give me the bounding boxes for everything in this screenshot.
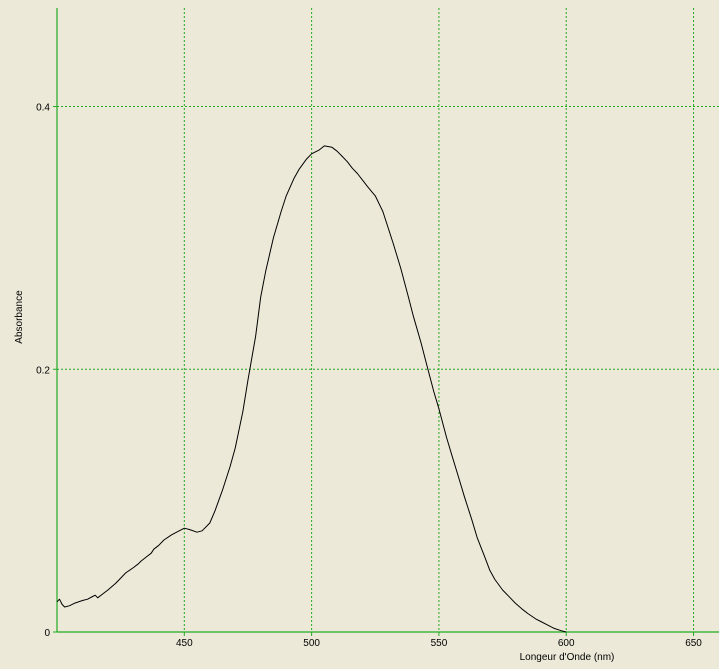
y-tick-label-0_2: 0.2 — [36, 365, 50, 376]
y-tick-label-0_4: 0.4 — [36, 103, 50, 114]
tick-labels: 450 500 550 600 650 0 0.2 0.4 — [36, 103, 702, 649]
x-tick-label-650: 650 — [685, 638, 702, 649]
x-tick-label-500: 500 — [303, 638, 320, 649]
grid-lines — [57, 8, 719, 632]
axes — [53, 8, 719, 636]
absorbance-series-line-0 — [56, 145, 567, 633]
x-axis-label: Longeur d'Onde (nm) — [520, 652, 615, 663]
y-axis-label: Absorbance — [14, 290, 25, 344]
x-tick-label-450: 450 — [176, 638, 193, 649]
y-tick-label-0: 0 — [44, 628, 50, 639]
series-layer — [56, 145, 567, 633]
x-tick-label-600: 600 — [558, 638, 575, 649]
x-tick-label-550: 550 — [431, 638, 448, 649]
